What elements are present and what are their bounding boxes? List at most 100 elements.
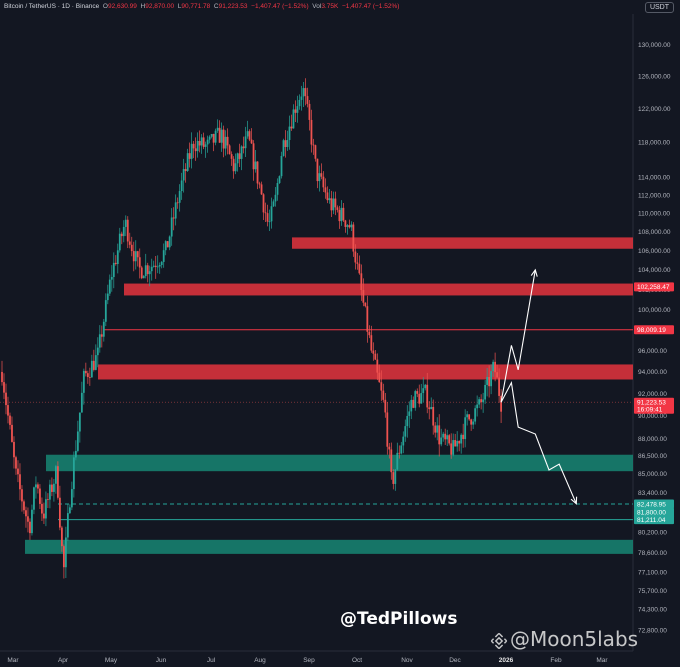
candle-body: [276, 183, 279, 195]
candle-body: [432, 406, 435, 426]
candle-body: [154, 265, 157, 268]
y-tick-label: 110,000.00: [638, 211, 670, 218]
candle-body: [11, 424, 13, 442]
x-tick-label: Jul: [207, 657, 216, 664]
candle-body: [76, 431, 79, 451]
candle-body: [262, 194, 265, 213]
candle-body: [112, 262, 115, 277]
candle-body: [308, 103, 311, 120]
level-badge-0: 98,009.19: [637, 327, 666, 334]
candle-body: [254, 161, 257, 170]
symbol-name[interactable]: Bitcoin / TetherUS · 1D · Binance: [4, 3, 100, 10]
candle-body: [150, 266, 153, 272]
candle-body: [370, 335, 373, 351]
y-tick-label: 75,700.00: [638, 588, 667, 595]
y-tick-label: 77,100.00: [638, 569, 667, 576]
candle-body: [376, 359, 379, 373]
candle-body: [294, 109, 297, 113]
candle-body: [226, 136, 229, 146]
candle-body: [288, 126, 291, 141]
y-tick-label: 78,600.00: [638, 550, 667, 557]
close-value: 91,223.53: [218, 3, 248, 10]
candle-body: [372, 350, 375, 354]
candle-body: [142, 276, 145, 279]
candle-body: [55, 466, 57, 484]
candle-body: [27, 516, 29, 522]
candle-body: [33, 487, 35, 510]
candle-body: [378, 372, 381, 383]
candle-body: [128, 241, 131, 245]
candle-body: [146, 265, 149, 275]
candle-body: [60, 527, 63, 547]
candle-body: [404, 426, 407, 437]
candle-body: [5, 392, 7, 406]
candle-body: [392, 472, 395, 484]
y-tick-label: 122,000.00: [638, 106, 671, 113]
candle-body: [348, 225, 351, 228]
resistance-zone-0: [292, 237, 633, 249]
candle-body: [41, 503, 43, 514]
candle-body: [194, 148, 197, 152]
candle-body: [74, 450, 77, 458]
currency-button[interactable]: USDT: [644, 2, 674, 13]
candle-body: [402, 436, 405, 446]
x-tick-label: Feb: [550, 657, 562, 664]
candle-body: [466, 414, 469, 418]
y-tick-label: 104,000.00: [638, 267, 671, 274]
candle-body: [138, 257, 141, 268]
x-tick-label: Mar: [7, 657, 19, 664]
candle-body: [390, 449, 393, 473]
candle-body: [19, 474, 21, 490]
candle-body: [320, 173, 323, 177]
candle-body: [114, 262, 117, 265]
candle-body: [464, 417, 467, 440]
candle-body: [256, 161, 259, 184]
candle-body: [120, 233, 123, 237]
candle-body: [446, 435, 449, 440]
resistance-zone-1: [124, 283, 633, 296]
candle-body: [248, 131, 251, 140]
candle-body: [442, 433, 445, 438]
candle-body: [314, 145, 317, 159]
candle-body: [116, 250, 119, 265]
candle-body: [410, 399, 413, 412]
candle-body: [242, 146, 245, 149]
candle-body: [406, 415, 409, 427]
candle-body: [70, 489, 73, 508]
candle-body: [326, 192, 329, 201]
candle-body: [322, 176, 325, 188]
price-badge-1-countdown: 16:09:41: [637, 407, 663, 414]
x-tick-label: Oct: [352, 657, 362, 664]
candle-body: [354, 251, 357, 263]
candle-body: [264, 212, 267, 214]
candle-body: [494, 361, 497, 373]
x-tick-label: 2026: [499, 657, 514, 664]
candle-body: [106, 293, 109, 301]
candle-body: [270, 206, 273, 222]
y-tick-label: 74,300.00: [638, 607, 667, 614]
x-tick-label: Aug: [254, 657, 266, 664]
y-tick-label: 80,200.00: [638, 530, 667, 537]
candle-body: [204, 144, 207, 147]
candle-body: [476, 404, 479, 409]
low-value: 90,771.78: [181, 3, 211, 10]
candle-body: [408, 411, 411, 416]
candle-body: [39, 488, 41, 504]
candle-body: [268, 221, 271, 223]
price-badge-2-bg: [634, 507, 674, 517]
y-tick-label: 100,000.00: [638, 307, 671, 314]
level-badge-2-bg: [634, 515, 674, 525]
candle-body: [352, 224, 355, 252]
candle-body: [388, 446, 391, 450]
candle-body: [394, 469, 397, 484]
candle-body: [160, 261, 163, 266]
price-badge-0: 102,258.47: [637, 284, 670, 291]
candle-body: [164, 241, 167, 251]
candle-body: [43, 513, 45, 519]
candle-body: [170, 217, 173, 237]
candle-body: [15, 457, 17, 469]
candle-body: [356, 262, 359, 264]
y-tick-label: 86,500.00: [638, 453, 667, 460]
candle-body: [418, 393, 421, 404]
